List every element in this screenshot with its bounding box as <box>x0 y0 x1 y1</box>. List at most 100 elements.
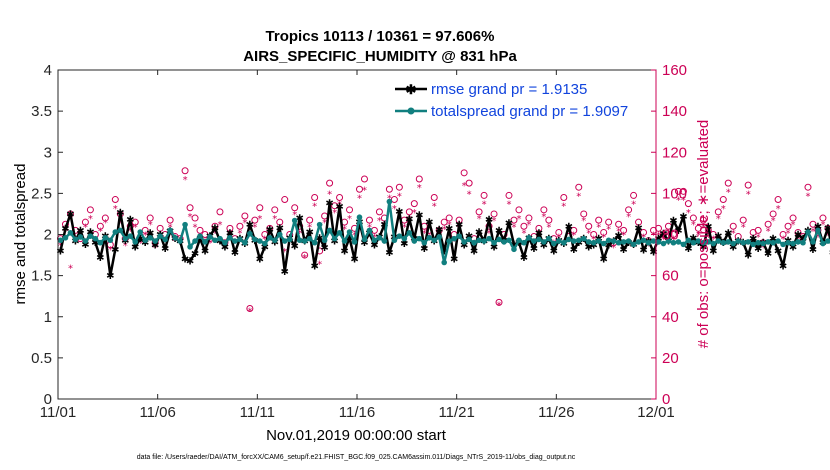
obs-possible-point <box>186 204 194 212</box>
totalspread-point <box>456 233 462 239</box>
totalspread-point <box>755 239 761 246</box>
totalspread-point <box>760 240 766 247</box>
totalspread-point <box>366 227 373 234</box>
obs-evaluated-point: * <box>492 216 497 227</box>
rmse-point: ✱ <box>794 230 802 241</box>
rmse-point: ✱ <box>704 222 712 233</box>
totalspread-point <box>346 229 353 235</box>
obs-possible-point <box>336 193 344 201</box>
totalspread-point <box>620 239 627 245</box>
rmse-point: ✱ <box>495 226 503 237</box>
rmse-point: ✱ <box>425 218 433 229</box>
totalspread-point <box>381 238 388 244</box>
rmse-point: ✱ <box>789 242 797 253</box>
rmse-point: ✱ <box>226 228 234 239</box>
obs-evaluated-point: * <box>477 214 482 225</box>
rmse-point: ✱ <box>325 199 333 210</box>
rmse-point: ✱ <box>515 238 523 249</box>
totalspread-point <box>670 239 677 246</box>
rmse-point: ✱ <box>769 234 777 245</box>
obs-possible-point <box>674 187 682 195</box>
totalspread-point <box>795 239 801 245</box>
rmse-point: ✱ <box>385 248 393 259</box>
obs-possible-point <box>475 208 483 216</box>
rmse-point: ✱ <box>450 255 458 266</box>
obs-evaluated-point: * <box>726 187 731 198</box>
obs-possible-point <box>784 222 792 230</box>
obs-evaluated-point: * <box>616 226 621 237</box>
totalspread-point <box>690 239 697 246</box>
obs-possible-point <box>515 206 523 214</box>
obs-evaluated-point: * <box>362 185 367 196</box>
totalspread-point <box>615 239 622 246</box>
obs-evaluated-point: * <box>188 212 193 223</box>
totalspread-point <box>157 233 163 239</box>
obs-evaluated-point: * <box>252 222 257 233</box>
x-tick-label: 11/26 <box>538 404 574 421</box>
totalspread-point <box>645 239 652 246</box>
totalspread-point <box>162 236 168 243</box>
totalspread-point <box>212 237 218 244</box>
obs-evaluated-point: * <box>118 218 123 229</box>
obs-evaluated-point: * <box>232 239 237 250</box>
obs-possible-point <box>241 212 249 220</box>
y-axis-right: 0 20 40 60 80 100 120 140 160 <box>651 62 687 408</box>
rmse-point: ✱ <box>440 246 448 257</box>
rmse-point: ✱ <box>181 255 189 266</box>
totalspread-point <box>441 259 448 266</box>
obs-possible-point <box>430 193 438 201</box>
obs-possible-point <box>819 214 827 222</box>
obs-evaluated-point: * <box>83 222 88 233</box>
obs-possible-point <box>111 196 119 204</box>
totalspread-point <box>765 239 771 245</box>
totalspread-point <box>82 238 89 244</box>
obs-possible-point <box>360 175 368 183</box>
rmse-point: ✱ <box>590 241 598 252</box>
totalspread-point <box>521 239 527 246</box>
totalspread-point <box>600 240 607 247</box>
rmse-point: ✱ <box>395 207 403 218</box>
rmse-point: ✱ <box>744 251 752 262</box>
totalspread-point <box>227 234 233 241</box>
chart-title-line2: AIRS_SPECIFIC_HUMIDITY @ 831 hPa <box>243 48 517 65</box>
totalspread-point <box>536 236 542 243</box>
obs-possible-point <box>410 200 418 208</box>
obs-evaluated-point: * <box>756 233 761 244</box>
rmse-point: ✱ <box>435 225 443 236</box>
totalspread-point <box>62 234 69 241</box>
rmse-point: ✱ <box>186 256 194 267</box>
obs-possible-point <box>560 193 568 201</box>
rmse-point: ✱ <box>510 240 518 251</box>
obs-possible-point <box>689 214 697 222</box>
totalspread-point <box>371 237 378 244</box>
obs-evaluated-point: * <box>237 228 242 239</box>
obs-evaluated-point: * <box>442 224 447 235</box>
totalspread-point <box>800 239 806 246</box>
totalspread-point <box>635 239 642 245</box>
obs-possible-point <box>385 185 393 193</box>
obs-evaluated-point: * <box>193 222 198 233</box>
obs-possible-point <box>490 210 498 218</box>
obs-possible-point <box>540 206 548 214</box>
totalspread-point <box>580 235 587 242</box>
obs-possible-point <box>390 196 398 204</box>
obs-evaluated-point: * <box>302 253 307 264</box>
obs-possible-point <box>654 224 662 232</box>
obs-evaluated-point: * <box>377 216 382 227</box>
totalspread-point <box>266 234 273 241</box>
obs-evaluated-point: * <box>68 263 73 274</box>
obs-possible-point <box>719 196 727 204</box>
rmse-point: ✱ <box>335 202 343 213</box>
obs-evaluated-point: * <box>711 235 716 246</box>
obs-possible-point <box>774 196 782 204</box>
obs-possible-point <box>600 228 608 236</box>
totalspread-point <box>172 234 178 241</box>
legend-totalspread-marker <box>407 107 415 115</box>
obs-evaluated-point: * <box>327 189 332 200</box>
totalspread-point <box>680 241 687 248</box>
rmse-point: ✱ <box>490 242 498 253</box>
obs-evaluated-point: * <box>402 222 407 233</box>
obs-evaluated-point: * <box>646 241 651 252</box>
totalspread-point <box>396 233 403 239</box>
totalspread-point <box>506 237 512 244</box>
